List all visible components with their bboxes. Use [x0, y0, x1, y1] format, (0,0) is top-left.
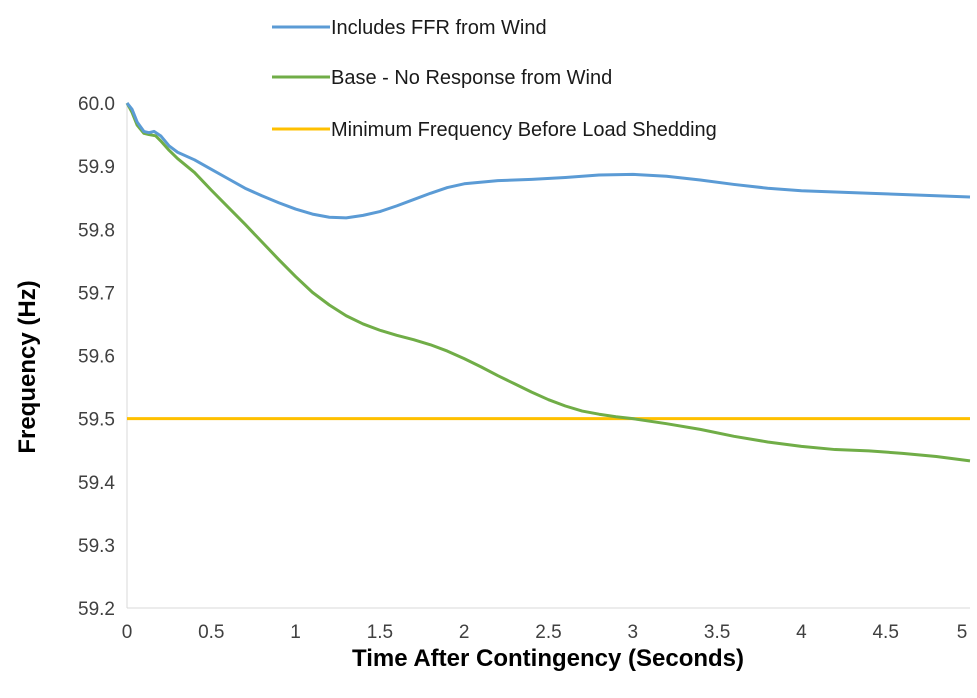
legend-label: Base - No Response from Wind	[331, 67, 612, 89]
y-tick-label: 59.2	[78, 599, 115, 620]
legend-item: Includes FFR from Wind	[272, 17, 547, 39]
x-axis-ticks: 0 0.5 1 1.5 2 2.5 3 3.5 4 4.5 5	[122, 622, 968, 643]
x-tick-label: 5	[957, 622, 968, 643]
y-tick-label: 59.9	[78, 157, 115, 178]
y-tick-label: 60.0	[78, 94, 115, 115]
legend-item: Minimum Frequency Before Load Shedding	[272, 119, 717, 141]
series-lines	[125, 102, 971, 463]
x-tick-label: 1.5	[367, 622, 393, 643]
legend-label: Includes FFR from Wind	[331, 17, 547, 39]
x-tick-label: 4	[796, 622, 807, 643]
y-axis-title: Frequency (Hz)	[14, 280, 41, 453]
y-tick-label: 59.3	[78, 536, 115, 557]
x-tick-label: 0	[122, 622, 133, 643]
x-tick-label: 2.5	[535, 622, 561, 643]
x-tick-label: 3.5	[704, 622, 730, 643]
y-axis-ticks: 59.2 59.3 59.4 59.5 59.6 59.7 59.8 59.9 60.0	[78, 94, 115, 620]
legend-label: Minimum Frequency Before Load Shedding	[331, 119, 717, 141]
x-tick-label: 0.5	[198, 622, 224, 643]
x-axis-title: Time After Contingency (Seconds)	[352, 645, 744, 672]
x-tick-label: 2	[459, 622, 470, 643]
y-tick-label: 59.6	[78, 347, 115, 368]
series-line-1	[125, 102, 971, 463]
legend: Includes FFR from Wind Base - No Response…	[272, 17, 717, 141]
y-tick-label: 59.7	[78, 283, 115, 304]
y-tick-label: 59.8	[78, 220, 115, 241]
y-tick-label: 59.4	[78, 473, 115, 494]
x-tick-label: 1	[290, 622, 301, 643]
legend-item: Base - No Response from Wind	[272, 67, 612, 89]
x-tick-label: 4.5	[872, 622, 898, 643]
x-tick-label: 3	[628, 622, 639, 643]
y-tick-label: 59.5	[78, 410, 115, 431]
series-line-0	[125, 102, 971, 220]
